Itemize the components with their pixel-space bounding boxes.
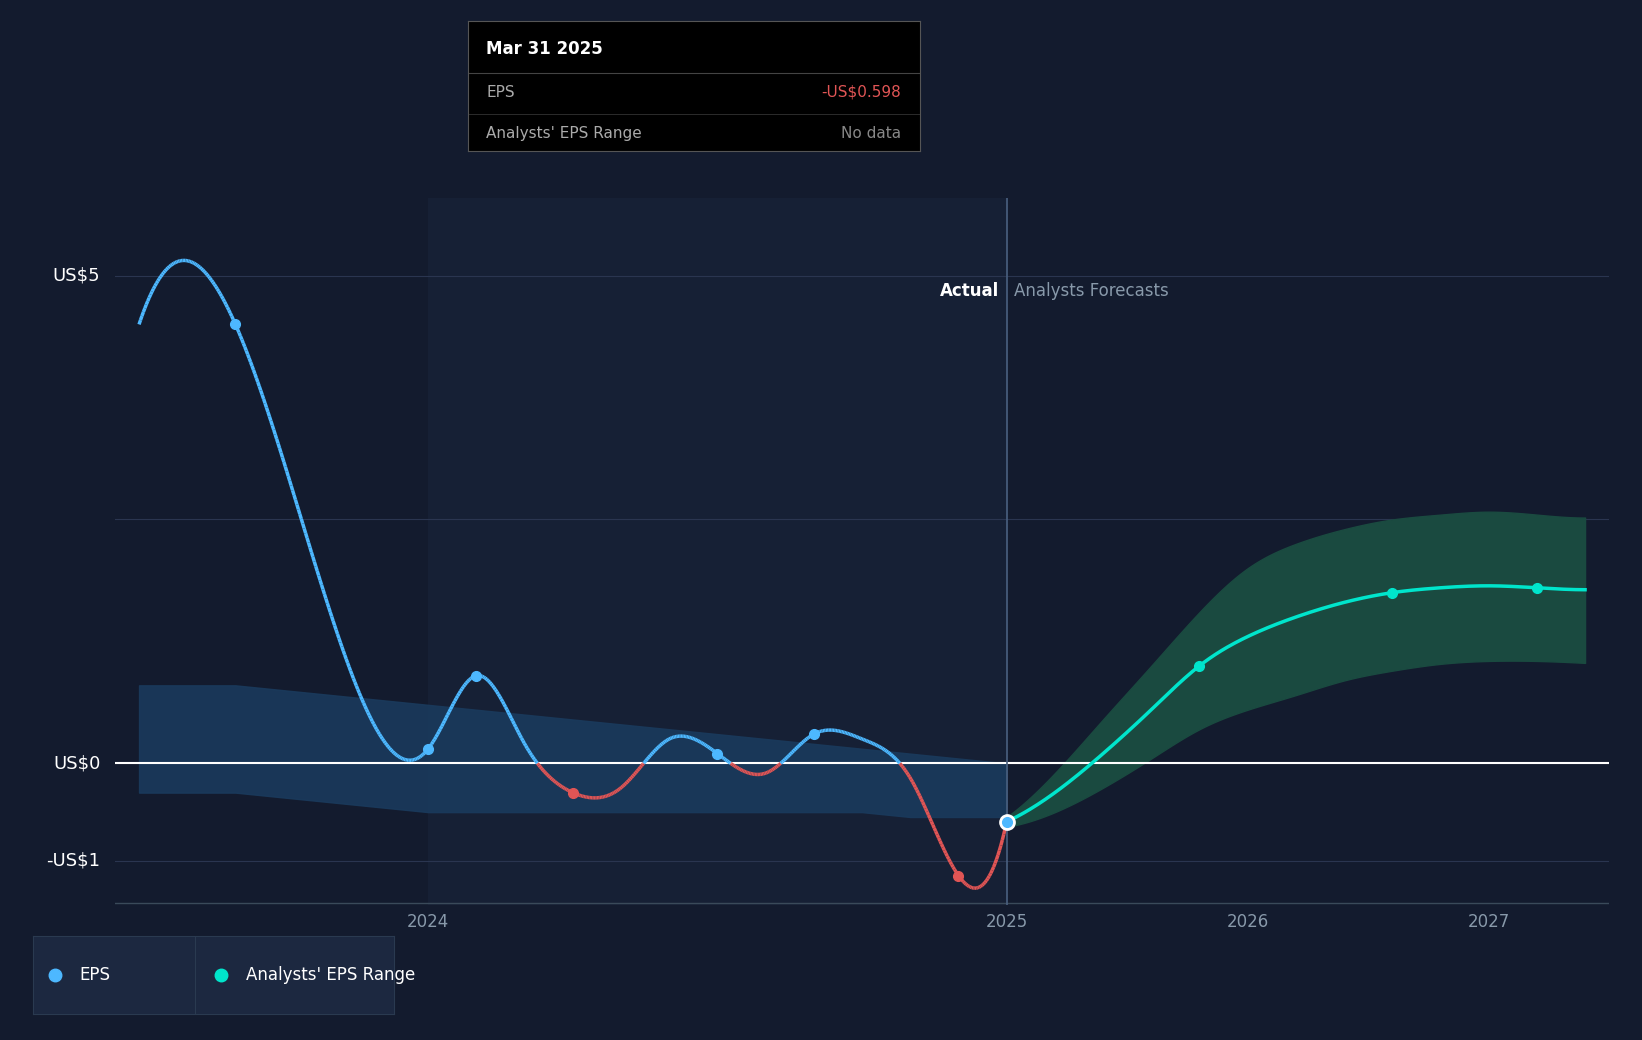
Text: US$5: US$5 xyxy=(53,266,100,285)
Bar xyxy=(429,198,1007,905)
Text: Analysts Forecasts: Analysts Forecasts xyxy=(1013,282,1169,300)
Text: 2024: 2024 xyxy=(407,913,450,931)
Text: Analysts' EPS Range: Analysts' EPS Range xyxy=(486,127,642,141)
Text: EPS: EPS xyxy=(80,966,110,984)
Text: US$0: US$0 xyxy=(53,754,100,773)
Text: Mar 31 2025: Mar 31 2025 xyxy=(486,41,603,58)
Text: No data: No data xyxy=(841,127,901,141)
Text: Analysts' EPS Range: Analysts' EPS Range xyxy=(246,966,415,984)
Text: -US$1: -US$1 xyxy=(46,852,100,869)
Text: Actual: Actual xyxy=(941,282,1000,300)
Text: 2027: 2027 xyxy=(1468,913,1509,931)
Text: 2026: 2026 xyxy=(1227,913,1269,931)
Text: -US$0.598: -US$0.598 xyxy=(821,85,901,100)
Text: 2025: 2025 xyxy=(985,913,1028,931)
Text: EPS: EPS xyxy=(486,85,514,100)
